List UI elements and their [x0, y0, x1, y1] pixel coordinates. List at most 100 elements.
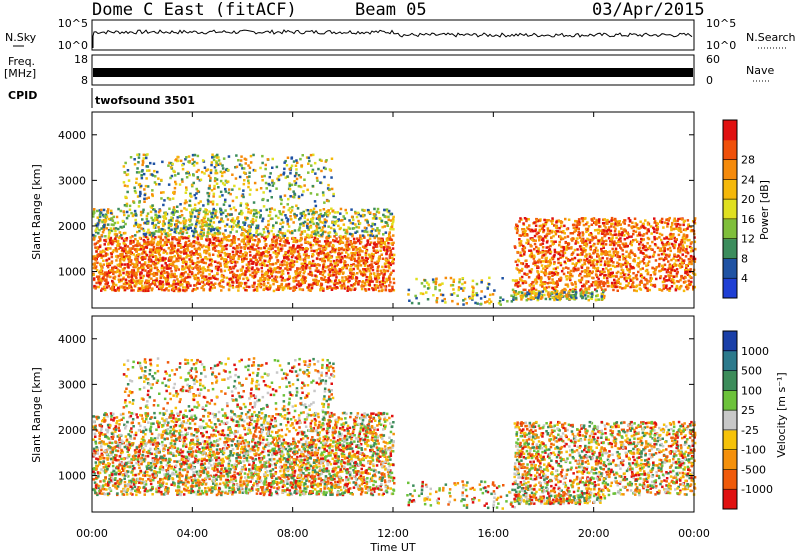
echo-cell [120, 226, 124, 229]
echo-cell [240, 194, 244, 198]
echo-cell [250, 247, 254, 251]
echo-cell [228, 284, 232, 287]
echo-cell [388, 246, 391, 249]
echo-cell [191, 153, 195, 157]
echo-cell [338, 272, 341, 275]
echo-cell [251, 275, 254, 278]
echo-cell [140, 244, 144, 248]
echo-cell [184, 158, 187, 161]
echo-cell [183, 279, 187, 283]
echo-cell [128, 204, 132, 208]
echo-cell [293, 229, 297, 232]
echo-cell [298, 288, 302, 291]
echo-cell [107, 241, 111, 245]
echo-cell [319, 252, 323, 255]
echo-cell [191, 162, 194, 165]
echo-cell [207, 200, 210, 203]
echo-cell [609, 271, 613, 275]
echo-cell [367, 223, 370, 227]
echo-cell [331, 271, 335, 274]
echo-cell [377, 276, 380, 279]
echo-cell [312, 153, 315, 157]
echo-cell [609, 233, 612, 236]
echo-cell [226, 265, 229, 269]
echo-cell [110, 223, 114, 226]
echo-cell [392, 281, 396, 285]
echo-cell [387, 276, 391, 280]
echo-cell [236, 260, 239, 264]
echo-cell [286, 218, 290, 221]
echo-cell [148, 231, 152, 234]
echo-cell [604, 288, 607, 291]
echo-cell [348, 279, 351, 282]
echo-cell [136, 195, 140, 198]
echo-cell [337, 279, 341, 282]
echo-cell [143, 197, 146, 201]
echo-cell [317, 167, 320, 171]
echo-cell [188, 265, 191, 268]
echo-cell [102, 254, 106, 258]
echo-cell [243, 237, 247, 240]
echo-cell [171, 218, 174, 222]
echo-cell [220, 285, 223, 288]
echo-cell [645, 232, 649, 235]
echo-cell [545, 219, 548, 222]
echo-cell [203, 278, 206, 282]
echo-cell [210, 281, 213, 284]
echo-cell [282, 221, 285, 224]
echo-cell [254, 256, 257, 259]
echo-cell [265, 285, 268, 288]
echo-cell [103, 243, 106, 246]
echo-cell [354, 210, 357, 214]
echo-cell [234, 166, 237, 169]
echo-cell [621, 249, 624, 252]
echo-cell [185, 260, 188, 264]
echo-cell [600, 251, 603, 254]
echo-cell [378, 280, 382, 284]
echo-cell [212, 283, 215, 286]
echo-cell [228, 213, 232, 216]
echo-cell [331, 210, 334, 213]
echo-cell [359, 240, 363, 244]
echo-cell [676, 219, 679, 223]
echo-cell [128, 255, 132, 259]
echo-cell [543, 235, 547, 238]
echo-cell [317, 279, 321, 283]
echo-cell [221, 194, 224, 197]
echo-cell [127, 251, 130, 254]
echo-cell [146, 287, 149, 291]
echo-cell [206, 249, 209, 253]
echo-cell [264, 264, 267, 267]
echo-cell [269, 217, 273, 221]
echo-cell [344, 208, 347, 212]
echo-cell [670, 228, 673, 232]
echo-cell [255, 258, 258, 262]
echo-cell [102, 276, 105, 279]
echo-cell [321, 191, 325, 194]
echo-cell [314, 204, 318, 208]
echo-cell [128, 258, 132, 261]
echo-cell [323, 240, 327, 243]
echo-cell [94, 265, 98, 268]
echo-cell [93, 284, 96, 288]
echo-cell [363, 226, 367, 230]
echo-cell [249, 188, 252, 192]
echo-cell [146, 237, 150, 241]
echo-cell [597, 228, 600, 231]
echo-cell [197, 168, 200, 172]
echo-cell [351, 234, 354, 238]
echo-cell [140, 174, 143, 177]
noise-ytick-top-right: 10^5 [706, 17, 736, 30]
echo-cell [589, 245, 593, 248]
echo-cell [195, 161, 199, 165]
echo-cell [546, 229, 550, 232]
echo-cell [235, 274, 239, 277]
echo-cell [385, 239, 389, 242]
echo-cell [215, 210, 218, 213]
echo-cell [514, 260, 518, 263]
echo-cell [168, 256, 172, 260]
echo-cell [675, 255, 679, 259]
echo-cell [229, 255, 232, 259]
echo-cell [218, 195, 222, 198]
echo-cell [295, 204, 298, 207]
